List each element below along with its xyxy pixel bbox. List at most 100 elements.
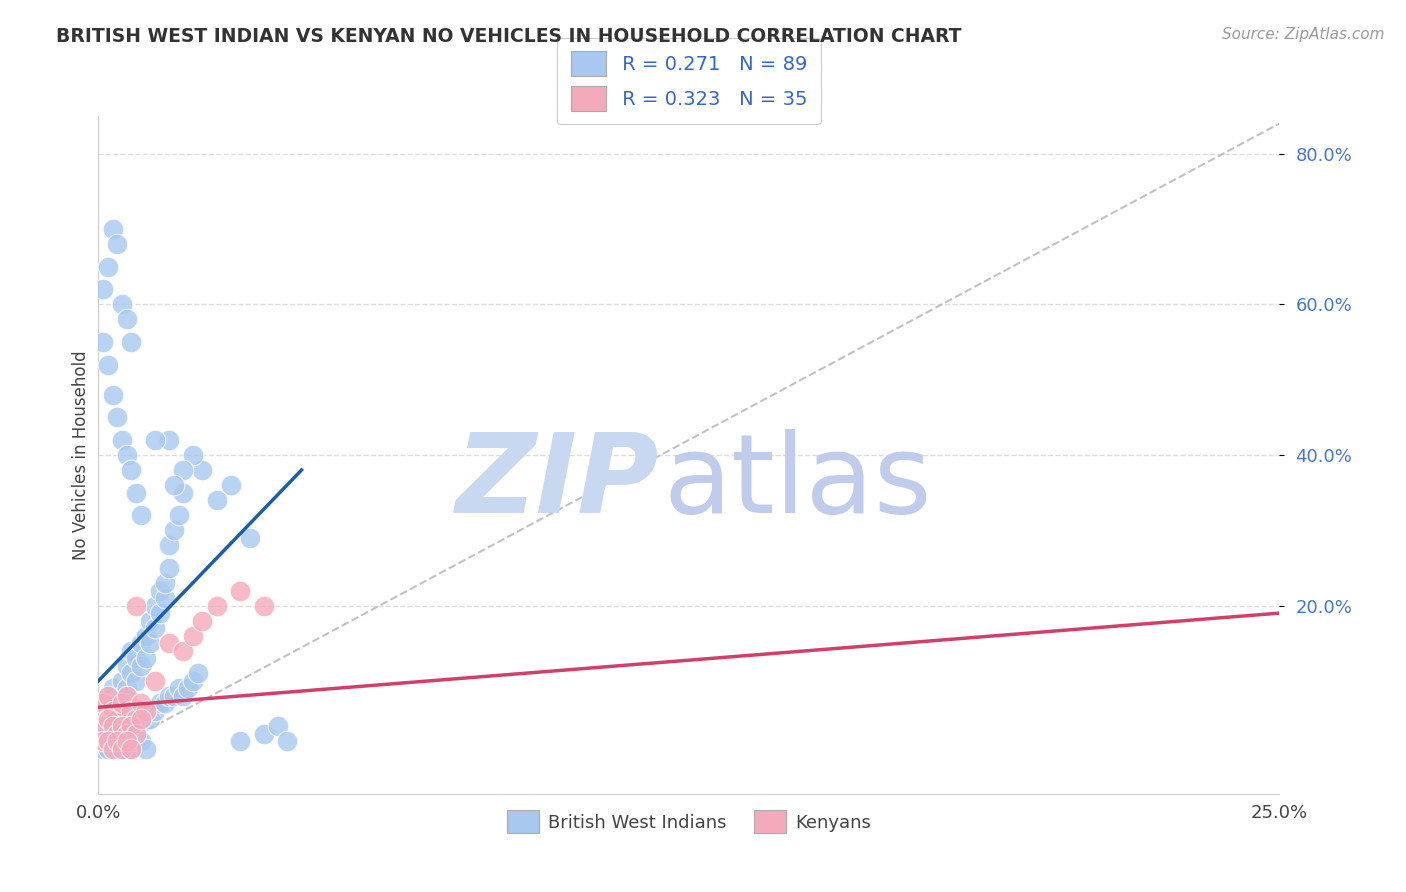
Point <box>111 297 134 311</box>
Point <box>125 651 148 665</box>
Point <box>115 689 138 703</box>
Point <box>191 614 214 628</box>
Point <box>101 387 124 401</box>
Point <box>125 719 148 733</box>
Point <box>139 636 162 650</box>
Point <box>97 741 120 756</box>
Point <box>163 523 186 537</box>
Point <box>129 734 152 748</box>
Point <box>157 636 180 650</box>
Point <box>153 697 176 711</box>
Point <box>135 704 157 718</box>
Point <box>115 312 138 326</box>
Point <box>129 636 152 650</box>
Point <box>111 433 134 447</box>
Point <box>149 697 172 711</box>
Point <box>125 485 148 500</box>
Point <box>101 704 124 718</box>
Point <box>111 719 134 733</box>
Point <box>125 673 148 688</box>
Point <box>97 734 120 748</box>
Point <box>149 583 172 598</box>
Point <box>267 719 290 733</box>
Point <box>115 681 138 696</box>
Point <box>157 538 180 552</box>
Point <box>101 681 124 696</box>
Point <box>205 493 228 508</box>
Point <box>101 222 124 236</box>
Point <box>105 410 128 425</box>
Point <box>181 629 204 643</box>
Point <box>121 463 143 477</box>
Point <box>135 651 157 665</box>
Point <box>181 673 204 688</box>
Point <box>129 712 152 726</box>
Point <box>143 433 166 447</box>
Point <box>105 726 128 740</box>
Point <box>239 531 262 545</box>
Point <box>191 463 214 477</box>
Point <box>111 741 134 756</box>
Point <box>115 734 138 748</box>
Point <box>229 734 252 748</box>
Point <box>115 734 138 748</box>
Point <box>172 463 194 477</box>
Point <box>135 741 157 756</box>
Point <box>105 697 128 711</box>
Point <box>276 734 298 748</box>
Point <box>101 719 124 733</box>
Point <box>91 741 114 756</box>
Point <box>91 334 114 349</box>
Point <box>97 260 120 274</box>
Point <box>163 478 186 492</box>
Point <box>253 599 276 613</box>
Point <box>111 689 134 703</box>
Point <box>163 689 186 703</box>
Point <box>115 448 138 462</box>
Point <box>115 726 138 740</box>
Point <box>121 741 143 756</box>
Point <box>105 712 128 726</box>
Point <box>129 658 152 673</box>
Point <box>121 719 143 733</box>
Point <box>111 697 134 711</box>
Point <box>101 741 124 756</box>
Point <box>97 358 120 372</box>
Point <box>115 658 138 673</box>
Y-axis label: No Vehicles in Household: No Vehicles in Household <box>72 350 90 560</box>
Point <box>219 478 242 492</box>
Point <box>139 712 162 726</box>
Point <box>121 334 143 349</box>
Point <box>97 689 120 703</box>
Text: ZIP: ZIP <box>456 428 659 535</box>
Point <box>105 237 128 252</box>
Point <box>101 719 124 733</box>
Point <box>129 697 152 711</box>
Point <box>135 629 157 643</box>
Point <box>121 644 143 658</box>
Point <box>143 673 166 688</box>
Point <box>97 726 120 740</box>
Point <box>125 712 148 726</box>
Point <box>167 508 190 523</box>
Point <box>139 614 162 628</box>
Point <box>135 704 157 718</box>
Point <box>187 666 209 681</box>
Point <box>97 712 120 726</box>
Point <box>177 681 200 696</box>
Point <box>91 734 114 748</box>
Point <box>101 734 124 748</box>
Point <box>129 712 152 726</box>
Legend: British West Indians, Kenyans: British West Indians, Kenyans <box>498 801 880 842</box>
Text: Source: ZipAtlas.com: Source: ZipAtlas.com <box>1222 27 1385 42</box>
Point <box>91 697 114 711</box>
Point <box>97 689 120 703</box>
Point <box>105 734 128 748</box>
Point <box>153 591 176 605</box>
Point <box>172 644 194 658</box>
Point <box>172 689 194 703</box>
Point <box>149 606 172 620</box>
Point <box>91 282 114 296</box>
Point <box>172 485 194 500</box>
Point <box>121 741 143 756</box>
